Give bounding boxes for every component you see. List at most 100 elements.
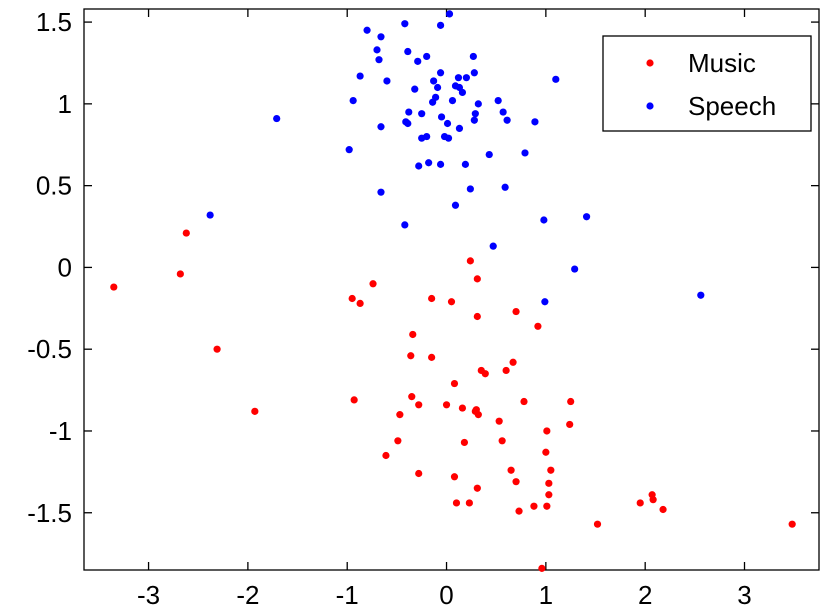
data-point-music (543, 427, 551, 435)
data-point-music (452, 499, 461, 507)
data-point-speech (405, 108, 413, 116)
data-point-speech (377, 33, 385, 41)
data-point-speech (541, 298, 549, 306)
data-point-music (466, 257, 474, 265)
data-point-speech (489, 242, 497, 250)
data-point-speech (466, 185, 474, 193)
y-tick-label: 0 (58, 252, 72, 282)
data-point-music (788, 520, 796, 528)
data-point-music (481, 370, 489, 378)
data-point-speech (552, 75, 560, 83)
data-point-music (520, 397, 528, 406)
data-point-music (547, 466, 555, 474)
data-point-speech (451, 201, 460, 209)
data-point-speech (423, 132, 431, 141)
legend: Music Speech (602, 35, 812, 132)
data-point-music (415, 469, 423, 478)
data-point-music (348, 294, 356, 303)
data-point-music (567, 397, 575, 406)
data-point-music (507, 466, 515, 474)
data-point-music (442, 401, 451, 409)
data-point-speech (494, 96, 502, 105)
legend-marker-speech (646, 102, 654, 110)
data-point-speech (345, 146, 353, 154)
data-point-speech (470, 69, 478, 77)
data-point-speech (471, 110, 479, 118)
data-point-speech (571, 265, 579, 273)
data-point-music (509, 358, 517, 366)
data-point-music (659, 505, 667, 514)
legend-marker-music (646, 59, 654, 67)
data-point-music (356, 299, 364, 308)
data-point-speech (433, 83, 442, 92)
data-point-speech (455, 124, 464, 132)
y-tick-label: 1.5 (36, 7, 72, 37)
data-point-music (460, 438, 469, 447)
data-point-speech (444, 134, 453, 142)
data-point-music (474, 411, 482, 419)
data-point-speech (411, 85, 419, 93)
data-point-music (450, 473, 459, 481)
x-tick-label: 0 (439, 580, 453, 610)
data-point-speech (430, 77, 438, 85)
data-point-music (498, 437, 506, 445)
data-point-speech (423, 52, 431, 61)
data-point-speech (485, 150, 493, 159)
data-point-speech (436, 21, 445, 29)
data-point-music (649, 496, 657, 504)
data-point-music (543, 502, 551, 510)
data-point-speech (451, 82, 460, 90)
data-point-music (447, 298, 456, 306)
data-point-speech (404, 47, 412, 56)
data-point-music (350, 396, 358, 404)
data-point-music (415, 401, 423, 409)
data-point-speech (273, 114, 281, 123)
data-point-speech (425, 159, 433, 167)
data-point-speech (697, 291, 705, 299)
data-point-speech (521, 149, 529, 157)
data-point-speech (470, 116, 478, 124)
data-point-music (408, 393, 416, 401)
data-point-speech (206, 211, 214, 219)
y-tick-label: -1 (49, 416, 72, 446)
data-point-music (428, 353, 436, 361)
data-point-speech (377, 188, 385, 196)
legend-label-speech: Speech (688, 91, 776, 121)
y-tick-label: 1 (58, 89, 72, 119)
x-tick-label: 3 (737, 580, 751, 610)
y-tick-label: -1.5 (27, 498, 72, 528)
data-point-speech (401, 20, 409, 28)
data-point-music (450, 379, 459, 388)
data-point-speech (429, 98, 437, 106)
data-point-music (530, 502, 538, 510)
data-point-speech (503, 116, 511, 124)
data-point-music (515, 507, 523, 515)
data-point-music (534, 322, 542, 330)
data-point-speech (461, 160, 470, 168)
y-tick-label: 0.5 (36, 171, 72, 201)
data-point-music (458, 404, 467, 412)
data-point-speech (469, 52, 477, 61)
data-point-speech (540, 216, 548, 224)
data-point-music (566, 420, 574, 429)
data-point-music (382, 451, 390, 460)
data-point-music (213, 345, 221, 353)
data-point-speech (363, 26, 371, 34)
data-point-speech (458, 88, 467, 97)
data-point-music (593, 520, 602, 528)
data-point-music (545, 491, 553, 499)
data-point-speech (373, 46, 381, 54)
data-points (110, 10, 796, 572)
data-point-speech (356, 72, 364, 80)
data-point-speech (401, 221, 409, 229)
data-point-music (369, 280, 377, 288)
data-point-music (409, 330, 417, 339)
data-point-speech (436, 69, 445, 77)
data-point-speech (474, 100, 482, 108)
data-point-music (512, 478, 520, 486)
data-point-speech (501, 183, 509, 191)
data-point-music (545, 479, 553, 487)
data-point-music (473, 312, 481, 321)
data-point-music (542, 448, 550, 456)
data-point-music (176, 270, 184, 278)
